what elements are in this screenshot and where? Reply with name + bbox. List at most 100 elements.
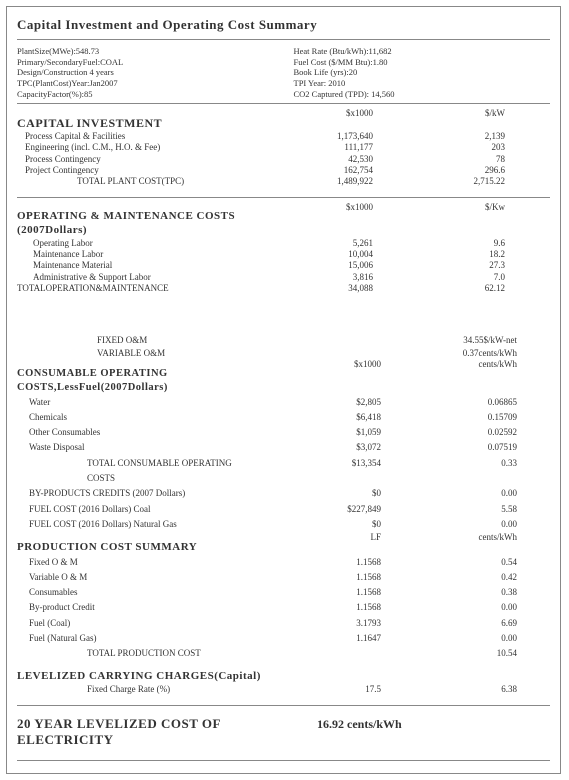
plant-params-left: PlantSize(MWe):548.73 Primary/SecondaryF… — [17, 46, 274, 99]
cost-summary-page: Capital Investment and Operating Cost Su… — [6, 6, 561, 774]
row-value: 17.5 — [257, 682, 397, 697]
production-header-row: PRODUCTION COST SUMMARY LF cents/kWh — [17, 532, 550, 554]
col-header: cents/kWh — [397, 532, 527, 554]
divider — [17, 39, 550, 40]
kv-line: CO2 Captured (TPD): 14,560 — [294, 89, 551, 100]
lcoe-value: 16.92 cents/kWh — [317, 717, 402, 732]
row-value: 1.1647 — [257, 631, 397, 646]
row-unit: 6.69 — [397, 616, 527, 631]
row-value: 15,006 — [277, 260, 397, 271]
lcoe-label: 20 YEAR LEVELIZED COST OF ELECTRICITY — [17, 716, 317, 748]
total-label: TOTAL PRODUCTION COST — [17, 646, 257, 661]
col-header: $x1000 — [277, 108, 397, 131]
total-value: $13,354 — [257, 456, 397, 487]
row-label: Water — [17, 395, 257, 410]
total-value — [257, 646, 397, 661]
om-rows: Operating Labor5,2619.6 Maintenance Labo… — [17, 238, 550, 294]
col-header: $x1000 — [257, 359, 397, 394]
divider — [17, 103, 550, 104]
total-value: 1,489,922 — [277, 176, 397, 187]
consumable-header-row: CONSUMABLE OPERATING COSTS,LessFuel(2007… — [17, 359, 550, 394]
row-unit: 2,139 — [397, 131, 517, 142]
col-header: LF — [257, 532, 397, 554]
row-label: Other Consumables — [17, 425, 257, 440]
lcoe-row: 20 YEAR LEVELIZED COST OF ELECTRICITY 16… — [17, 710, 550, 748]
row-value: $0 — [257, 517, 397, 532]
row-value: $3,072 — [257, 440, 397, 455]
row-label: By-product Credit — [17, 600, 257, 615]
row-unit: 27.3 — [397, 260, 517, 271]
row-label: Fixed Charge Rate (%) — [17, 682, 257, 697]
row-label: FUEL COST (2016 Dollars) Coal — [17, 502, 257, 517]
col-header: $/kW — [397, 108, 517, 131]
row-label: Fuel (Natural Gas) — [17, 631, 257, 646]
row-unit: 78 — [397, 154, 517, 165]
row-label: Fuel (Coal) — [17, 616, 257, 631]
row-label: Project Contingency — [17, 165, 277, 176]
om-header: OPERATING & MAINTENANCE COSTS (2007Dolla… — [17, 210, 277, 238]
divider — [17, 705, 550, 706]
col-header: $/Kw — [397, 202, 517, 238]
row-value: $0 — [257, 486, 397, 501]
page-title: Capital Investment and Operating Cost Su… — [17, 17, 550, 33]
total-value: 34,088 — [277, 283, 397, 294]
om-header-row: OPERATING & MAINTENANCE COSTS (2007Dolla… — [17, 202, 550, 238]
carrying-row: Fixed Charge Rate (%) 17.5 6.38 — [17, 682, 550, 697]
total-label: TOTAL PLANT COST(TPC) — [17, 176, 277, 187]
variable-om-value: 0.37cents/kWh — [317, 347, 527, 360]
carrying-header: LEVELIZED CARRYING CHARGES(Capital) — [17, 670, 550, 682]
row-unit: 18.2 — [397, 249, 517, 260]
total-unit: 0.33 — [397, 456, 527, 487]
row-label: Waste Disposal — [17, 440, 257, 455]
col-header: cents/kWh — [397, 359, 527, 394]
row-label: Process Contingency — [17, 154, 277, 165]
production-header: PRODUCTION COST SUMMARY — [17, 540, 257, 554]
row-value: $2,805 — [257, 395, 397, 410]
row-value: 111,177 — [277, 142, 397, 153]
plant-params-right: Heat Rate (Btu/kWh):11,682 Fuel Cost ($/… — [294, 46, 551, 99]
production-rows: Fixed O & M1.15680.54 Variable O & M1.15… — [17, 555, 550, 662]
row-value: 1.1568 — [257, 555, 397, 570]
total-label: TOTAL CONSUMABLE OPERATING COSTS — [17, 456, 257, 487]
total-label: TOTALOPERATION&MAINTENANCE — [17, 283, 277, 294]
fixed-om-label: FIXED O&M — [17, 334, 317, 347]
row-label: Process Capital & Facilities — [17, 131, 277, 142]
row-unit: 0.38 — [397, 585, 527, 600]
row-unit: 0.00 — [397, 486, 527, 501]
kv-line: Book Life (yrs):20 — [294, 67, 551, 78]
row-value: $1,059 — [257, 425, 397, 440]
row-value: $227,849 — [257, 502, 397, 517]
divider — [17, 760, 550, 761]
row-value: 42,530 — [277, 154, 397, 165]
row-unit: 0.00 — [397, 517, 527, 532]
capital-rows: Process Capital & Facilities1,173,6402,1… — [17, 131, 550, 187]
row-value: 1.1568 — [257, 570, 397, 585]
col-header: $x1000 — [277, 202, 397, 238]
consumable-rows: Water$2,8050.06865 Chemicals$6,4180.1570… — [17, 395, 550, 533]
row-unit: 0.54 — [397, 555, 527, 570]
row-unit: 0.42 — [397, 570, 527, 585]
fixed-om-value: 34.55$/kW-net — [317, 334, 527, 347]
row-label: Administrative & Support Labor — [17, 272, 277, 283]
row-unit: 0.00 — [397, 600, 527, 615]
kv-line: CapacityFactor(%):85 — [17, 89, 274, 100]
kv-line: TPC(PlantCost)Year:Jan2007 — [17, 78, 274, 89]
row-label: FUEL COST (2016 Dollars) Natural Gas — [17, 517, 257, 532]
row-value: 3.1793 — [257, 616, 397, 631]
row-label: Operating Labor — [17, 238, 277, 249]
row-label: Maintenance Labor — [17, 249, 277, 260]
kv-line: Heat Rate (Btu/kWh):11,682 — [294, 46, 551, 57]
row-value: 1.1568 — [257, 600, 397, 615]
row-label: Variable O & M — [17, 570, 257, 585]
row-label: Chemicals — [17, 410, 257, 425]
row-unit: 296.6 — [397, 165, 517, 176]
total-unit: 62.12 — [397, 283, 517, 294]
spacer — [17, 294, 550, 334]
row-value: 5,261 — [277, 238, 397, 249]
row-value: 1.1568 — [257, 585, 397, 600]
fixed-om-row: FIXED O&M 34.55$/kW-net — [17, 334, 550, 347]
capital-header-row: CAPITAL INVESTMENT $x1000 $/kW — [17, 108, 550, 131]
row-unit: 0.00 — [397, 631, 527, 646]
row-value: 1,173,640 — [277, 131, 397, 142]
row-value: 10,004 — [277, 249, 397, 260]
